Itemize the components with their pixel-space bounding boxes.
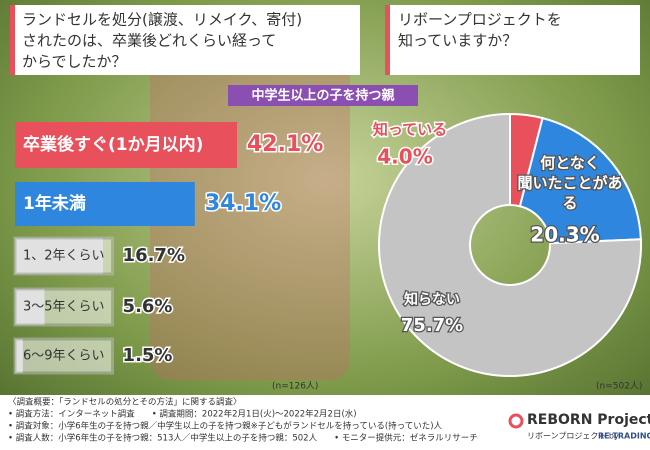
value-label: 42.1% <box>247 132 323 157</box>
slice-value: 75.7% <box>401 315 463 336</box>
slice-label: 何となく聞いたことがある <box>517 154 622 212</box>
value-label: 5.6% <box>123 296 173 317</box>
question-text: リボーンプロジェクトを <box>398 11 562 29</box>
sample-note: (n=502人) <box>596 381 642 392</box>
footer-note: 〈調査概要：「ランドセルの処分とその方法」に関する調査〉 <box>8 397 242 408</box>
logo: REBORN Project <box>527 412 650 428</box>
footer-panel <box>0 395 650 450</box>
bar <box>15 182 195 226</box>
question-accent <box>385 5 390 75</box>
question-box <box>385 5 640 75</box>
slice-label: 知らない <box>404 291 460 308</box>
category-label: 6〜9年くらい <box>23 349 105 364</box>
slice-value: 4.0% <box>377 145 432 169</box>
question-text: からでしたか？ <box>22 53 127 71</box>
label-box <box>13 287 115 327</box>
question-text: 知っていますか？ <box>398 32 517 50</box>
value-label: 16.7% <box>123 245 185 266</box>
question-text: されたのは、卒業後どれくらい経って <box>22 32 276 50</box>
subtitle: 中学生以上の子を持つ親 <box>251 88 394 104</box>
donut-slice <box>378 112 642 377</box>
donut-slice <box>518 116 642 245</box>
category-label: 3〜5年くらい <box>23 300 105 315</box>
category-label: 卒業後すぐ(1か月以内) <box>23 134 203 155</box>
bar <box>15 122 237 168</box>
logo-sub: リボーンプロジェクト by <box>527 432 619 441</box>
value-label: 1.5% <box>123 345 173 366</box>
slice-label: 知っている <box>373 121 447 139</box>
footer-note: • 調査人数：小学6年生の子を持つ親：513人／中学生以上の子を持つ親：502人… <box>8 433 478 444</box>
question-box <box>10 5 360 75</box>
sample-note: (n=126人) <box>272 381 318 392</box>
label-box <box>13 236 115 276</box>
subtitle-pill <box>228 85 418 106</box>
logo-mark <box>508 413 524 429</box>
question-accent <box>10 5 15 75</box>
slice-value: 20.3% <box>530 223 599 247</box>
category-label: 1年未満 <box>23 193 86 214</box>
footer-note: • 調査対象：小学6年生の子を持つ親／中学生以上の子を持つ親※子どもがランドセル… <box>8 421 443 432</box>
value-label: 34.1% <box>205 191 281 216</box>
category-label: 1、2年くらい <box>23 249 105 264</box>
question-text: ランドセルを処分(譲渡、リメイク、寄付) <box>22 11 302 29</box>
footer-note: • 調査方法：インターネット調査 • 調査期間：2022年2月1日(火)〜202… <box>8 409 357 420</box>
logo-company: RE TRADING <box>598 432 650 441</box>
label-box <box>13 337 115 375</box>
